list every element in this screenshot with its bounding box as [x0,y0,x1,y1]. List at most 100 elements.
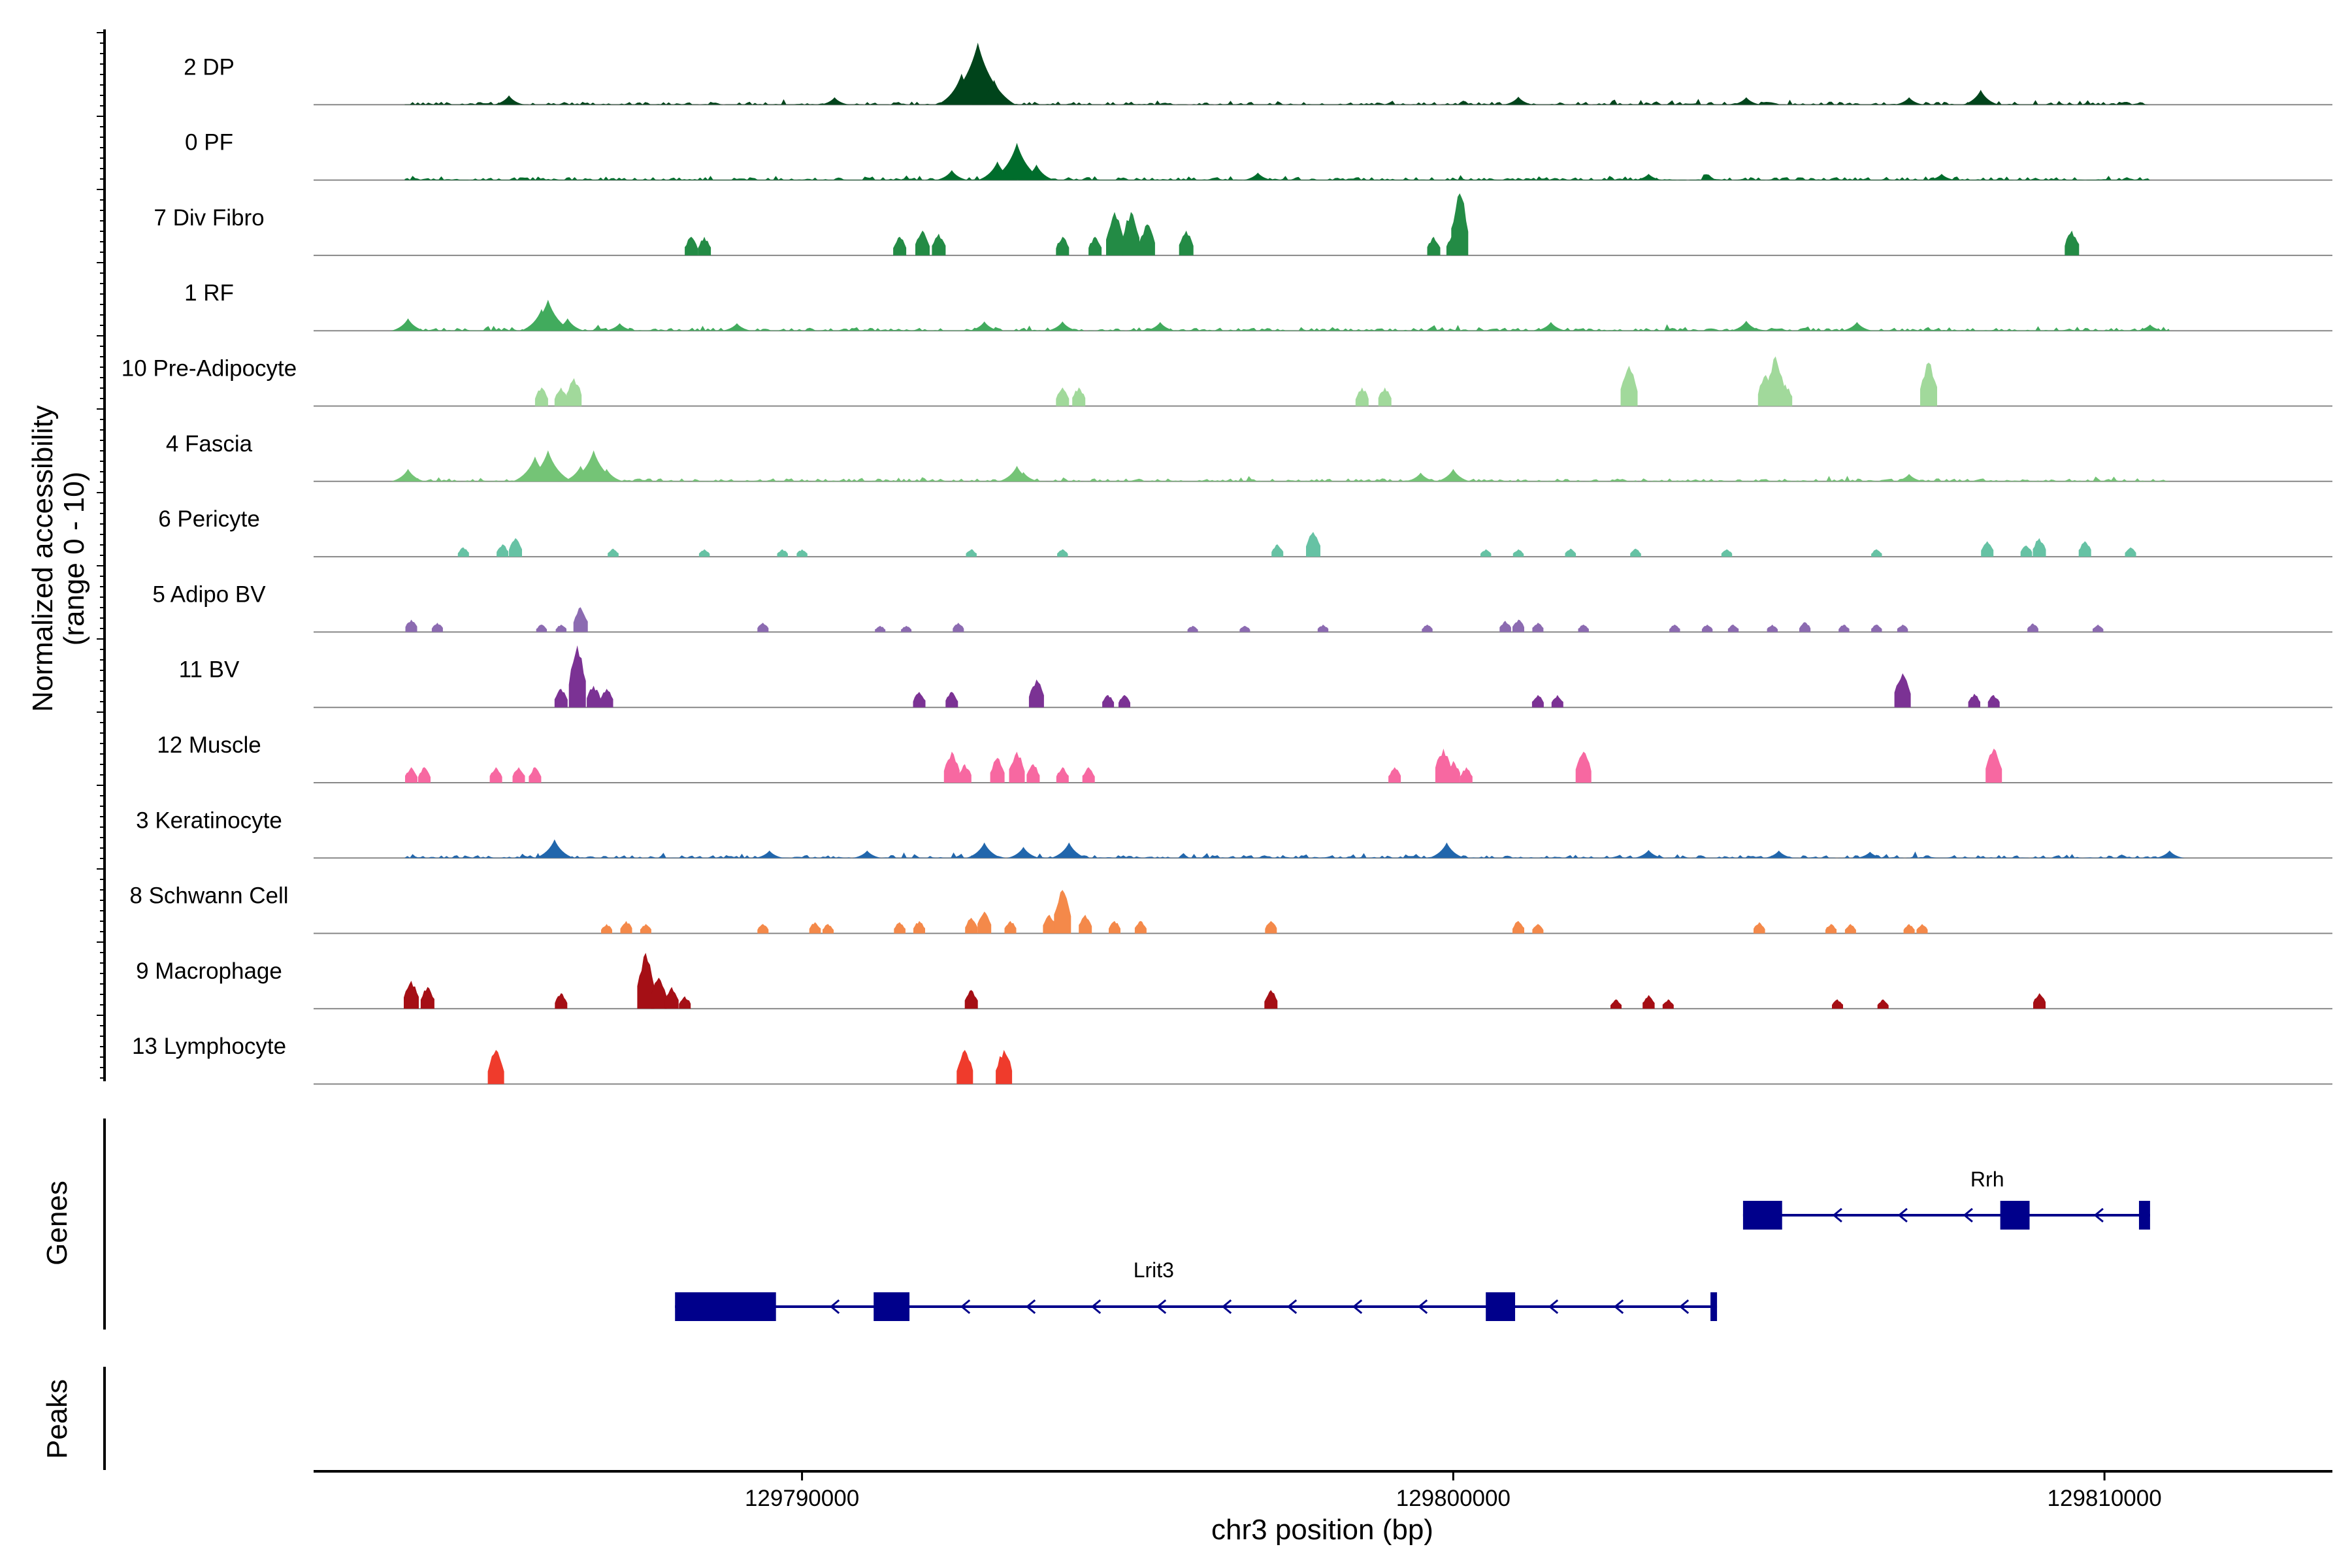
coverage-peak [943,751,960,783]
coverage-peak [1532,623,1544,632]
coverage-peak [1838,625,1850,632]
track-7-div-fibro: 7 Div Fibro [154,193,2332,256]
coverage-peak [600,689,613,708]
coverage-peak [489,767,502,783]
coverage-peak [1763,850,1794,858]
coverage-peak [990,758,1005,783]
coverage-peak [2027,623,2038,632]
coverage-peak [1841,321,1872,331]
coverage-peak [1512,549,1524,557]
y-axis-ticks [97,32,105,1079]
y-axis-title-line-1: Normalized accessibility [27,405,59,711]
coverage-peak [1642,995,1655,1009]
coverage-peak [1512,921,1524,934]
track-label: 4 Fascia [166,431,253,457]
coverage-peak [936,73,987,105]
coverage-peak [1317,625,1329,632]
coverage-peak [637,953,655,1009]
strand-arrow [1352,1299,1363,1315]
coverage-peak [1028,679,1044,708]
coverage-peak [1669,625,1680,632]
coverage-peak [945,692,958,708]
coverage-peak [651,977,667,1009]
coverage-peak [1897,625,1908,632]
coverage-peak [989,142,1045,180]
coverage-peak [1871,549,1882,557]
coverage-peak [1428,842,1465,858]
gene-exon [1486,1292,1516,1321]
y-axis-title-line-2: (range 0 - 10) [58,472,90,646]
coverage-peak [1894,474,1924,482]
coverage-peak [2078,541,2091,557]
coverage-peak [2093,625,2104,632]
gene-exon [1710,1292,1718,1321]
strand-arrow [1090,1299,1102,1315]
coverage-peak [875,625,886,632]
coverage-peak [568,645,586,708]
coverage-peak [972,80,1017,105]
coverage-peak [589,468,624,482]
coverage-peak [1575,751,1592,783]
strand-arrow [1613,1299,1624,1315]
coverage-peak [1634,174,1663,180]
gene-rrh: Rrh [1742,1168,2150,1230]
coverage-peak [1422,625,1433,632]
coverage-peak [958,764,972,783]
coverage-peak [664,987,679,1009]
coverage-peak [965,917,978,934]
coverage-peak [1088,237,1102,255]
coverage-peak [2135,324,2164,331]
gene-exon [1742,1201,1782,1230]
coverage-peak [893,237,907,255]
coverage-peak [685,237,698,255]
track-label: 0 PF [185,130,233,155]
coverage-peak [953,623,964,632]
coverage-peak [1054,890,1071,934]
coverage-peak [796,549,808,557]
coverage-peak [2065,230,2080,255]
coverage-peak [420,987,434,1009]
strand-arrow [1286,1299,1298,1315]
coverage-peak [391,318,425,331]
track-8-schwann-cell: 8 Schwann Cell [129,883,2332,934]
gene-label: Lrit3 [1134,1258,1174,1282]
coverage-peak [1920,363,1937,406]
coverage-peak [2033,538,2046,557]
coverage-peak [1633,849,1664,858]
coverage-peak [998,466,1036,482]
coverage-peak [1057,549,1068,557]
track-label: 12 Muscle [157,732,261,758]
coverage-peak [1799,622,1811,632]
coverage-peak [520,308,563,331]
strand-arrow [1417,1299,1428,1315]
coverage-peak [1446,233,1460,255]
coverage-peak [1355,387,1369,406]
coverage-peak [1378,387,1392,406]
coverage-peak [1916,924,1928,934]
coverage-peak [1145,321,1176,331]
coverage-peak [487,1050,504,1085]
track-12-muscle: 12 Muscle [157,732,2332,783]
coverage-peak [913,921,925,934]
track-9-macrophage: 9 Macrophage [136,953,2332,1009]
coverage-peak [966,549,977,557]
coverage-peak [1727,625,1739,632]
track-label: 2 DP [184,54,235,80]
strand-arrow [1678,1299,1690,1315]
coverage-peak [1767,625,1778,632]
coverage-peak [587,685,601,708]
coverage-peak [1388,767,1401,783]
coverage-peak [1987,694,2000,708]
coverage-peak [554,689,568,708]
coverage-peak [1079,915,1092,934]
coverage-peak [554,387,568,406]
coverage-peak [977,911,992,934]
coverage-peak [1056,387,1070,406]
genes-track-title: Genes [41,1181,73,1266]
coverage-peak [968,321,1000,331]
coverage-peak [555,625,566,632]
coverage-peak [1187,625,1198,632]
strand-arrow [829,1299,840,1315]
coverage-peak [1754,922,1765,934]
